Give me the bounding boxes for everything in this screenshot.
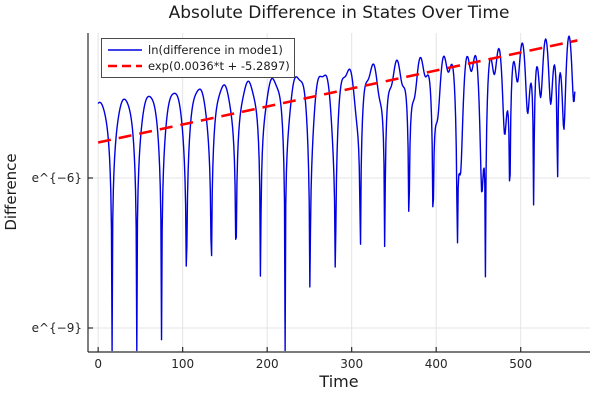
y-axis-title: Difference <box>2 153 20 231</box>
x-axis-title: Time <box>319 372 359 391</box>
x-tick-label: 400 <box>425 357 448 371</box>
chart-title: Absolute Difference in States Over Time <box>168 3 510 23</box>
x-tick-label: 0 <box>94 357 102 371</box>
gridlines-group <box>88 33 590 352</box>
legend-item-exp-fit: exp(0.0036*t + -5.2897) <box>107 58 290 74</box>
axes-group <box>87 33 590 353</box>
legend-line-sample-blue <box>108 49 142 51</box>
ticks-group <box>88 177 522 352</box>
legend-item-ln-difference: ln(difference in mode1) <box>107 42 290 58</box>
x-tick-label: 300 <box>340 357 363 371</box>
legend: ln(difference in mode1) exp(0.0036*t + -… <box>101 38 295 78</box>
y-tick-label: e^{−6} <box>32 171 82 185</box>
series-exp-fit-line <box>97 39 578 144</box>
y-tick-label: e^{−9} <box>32 321 82 335</box>
series-group <box>97 35 578 352</box>
legend-label-exp-fit: exp(0.0036*t + -5.2897) <box>148 59 290 73</box>
x-tick-label: 500 <box>509 357 532 371</box>
series-ln-difference-line <box>97 35 576 352</box>
legend-line-sample-red <box>108 64 142 68</box>
x-tick-label: 200 <box>256 357 279 371</box>
legend-label-ln-difference: ln(difference in mode1) <box>148 43 283 57</box>
tick-labels-group: 0 100 200 300 400 500 e^{−6} e^{−9} <box>32 171 533 371</box>
x-tick-label: 100 <box>171 357 194 371</box>
